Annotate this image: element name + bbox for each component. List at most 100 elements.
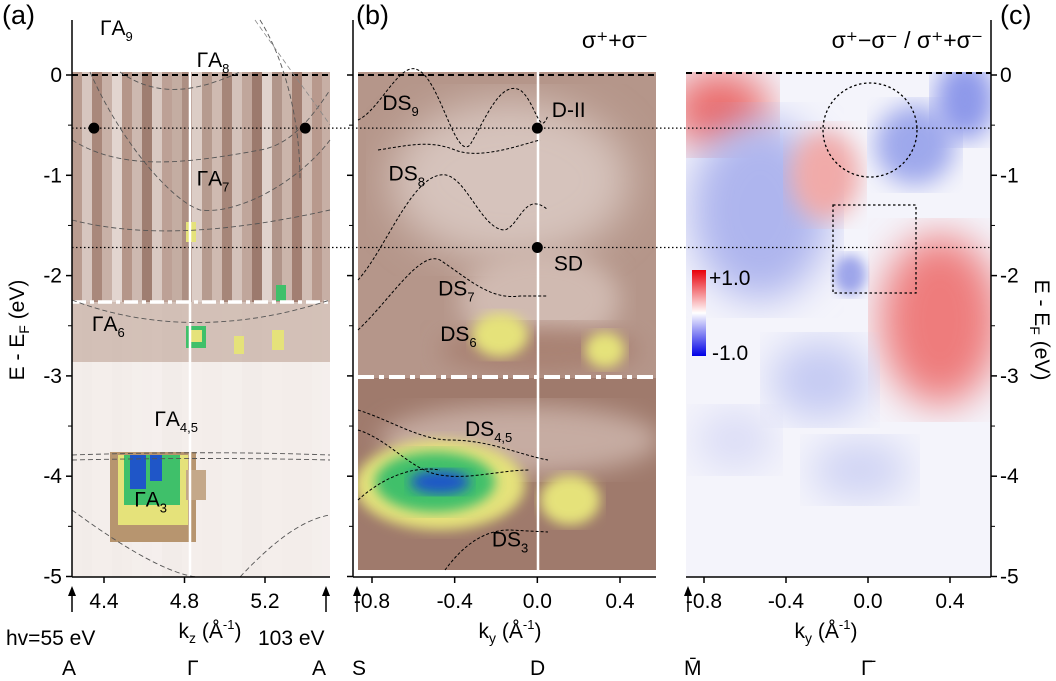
x-tick-label: -0.8	[686, 590, 722, 613]
dashed-band-b	[357, 68, 549, 148]
calc-band-a	[71, 89, 331, 163]
point-label-a: A	[62, 657, 76, 680]
panel-label-b: (b)	[356, 0, 389, 30]
marker-dot	[299, 122, 311, 134]
y-tick-label-a: -4	[43, 465, 62, 488]
y-tick-label-a: -3	[43, 365, 62, 388]
point-label-d: D	[530, 657, 545, 680]
y-tick-label-c: -2	[1000, 265, 1019, 288]
stripe	[102, 72, 112, 302]
stripe	[82, 72, 92, 302]
y-tick-label-a: -2	[43, 265, 62, 288]
arrow-a-left-head	[68, 586, 76, 596]
stripe	[292, 72, 302, 302]
stripe	[232, 72, 242, 302]
band-label: DS3	[492, 528, 528, 555]
stripe	[222, 72, 232, 302]
calc-band-a-top	[254, 19, 331, 126]
photon-start-label: hv=55 eV	[6, 627, 95, 650]
x-axis-label-c: ky (Å-1)	[795, 617, 858, 646]
stripe	[122, 72, 132, 302]
x-tick-label: 0.4	[605, 590, 635, 613]
arrow-b-left-head	[353, 586, 361, 596]
stripe	[212, 72, 222, 302]
panel-label-a: (a)	[2, 0, 35, 30]
band-label: DS6	[440, 323, 476, 350]
band-label: DS4,5	[465, 418, 512, 445]
y-tick-label-c: -5	[1000, 566, 1019, 589]
y-axis-label-a: E - EF (eV)	[6, 280, 32, 381]
calc-band-a	[259, 19, 301, 181]
x-tick-label: 4.8	[170, 590, 199, 613]
band-label: ΓA3	[134, 488, 167, 515]
stripe	[112, 72, 122, 302]
calc-band-a	[71, 452, 331, 456]
stripe	[282, 72, 292, 302]
band-label: ΓA8	[197, 49, 230, 76]
stripe	[242, 72, 252, 302]
dashed-band-b	[357, 468, 441, 501]
point-label-gammabar: Γ̄	[861, 657, 876, 680]
overlays: ΓA9 ΓA8 ΓA7 ΓA6 ΓA4,5 ΓA3 DS9 DS8 DS7 DS6 DS4,5 DS3…	[71, 17, 991, 578]
band-label: ΓA6	[92, 313, 125, 340]
x-tick-label: -0.4	[768, 590, 805, 613]
band-label: DS8	[389, 162, 425, 189]
panel-label-c: (c)	[1000, 0, 1031, 30]
highlight-square	[832, 204, 917, 294]
dashed-band-b	[357, 409, 549, 461]
dashed-band-b	[357, 429, 531, 477]
stripe	[322, 72, 330, 302]
stripe	[312, 72, 322, 302]
x-tick-label: 0.0	[853, 590, 882, 613]
y-tick-label-a: -1	[43, 164, 62, 187]
stripe	[272, 72, 282, 302]
stripe	[302, 72, 312, 302]
marker-dot	[531, 242, 543, 254]
point-label-gamma: Γ	[187, 657, 199, 680]
stripe	[172, 72, 182, 302]
dashed-band-b	[357, 174, 549, 281]
stripe	[152, 72, 162, 302]
arrow-a-right-head	[322, 586, 330, 596]
colorbar-max-label: +1.0	[709, 267, 750, 290]
stripe	[142, 72, 152, 302]
arrow-c-left-head	[684, 586, 692, 596]
dashed-band-b	[377, 139, 541, 154]
panel-c-heatmap	[686, 72, 991, 577]
x-tick-label: 0.4	[935, 590, 965, 613]
y-tick-label-a: -5	[43, 566, 62, 589]
x-tick-label: 4.4	[89, 590, 119, 613]
calc-band-a	[71, 458, 331, 461]
marker-dot	[88, 122, 100, 134]
y-tick-label-a: 0	[50, 64, 62, 87]
x-tick-label: 0.0	[523, 590, 552, 613]
marker-dot	[531, 122, 543, 134]
calc-band-a	[71, 509, 201, 578]
point-label-a2: A	[312, 657, 326, 680]
band-label: DS9	[382, 92, 418, 119]
y-axis-label-c: E - EF (eV)	[1027, 280, 1053, 381]
x-tick-label: -0.8	[354, 590, 390, 613]
panel-a-heatmap	[72, 72, 330, 577]
x-axis-label-a: kz (Å-1)	[179, 617, 242, 646]
y-tick-label-c: -3	[1000, 365, 1019, 388]
stripe	[192, 72, 202, 302]
calc-band-a	[89, 71, 331, 211]
colorbar	[692, 270, 706, 356]
calc-band-a	[239, 514, 331, 578]
calc-band-a	[71, 299, 331, 323]
band-label: ΓA9	[100, 17, 133, 44]
x-tick-label: -0.4	[437, 590, 474, 613]
y-tick-label-c: 0	[1000, 64, 1012, 87]
band-label: ΓA7	[197, 167, 230, 194]
stripe	[262, 72, 272, 302]
band-label: D-II	[552, 99, 586, 122]
calc-band-a	[71, 209, 331, 232]
x-axis-label-b: ky (Å-1)	[479, 617, 542, 646]
stripe	[182, 72, 192, 302]
band-label: DS7	[438, 278, 474, 305]
x-tick-label: 5.2	[250, 590, 279, 613]
dashed-band-b	[357, 258, 548, 331]
stripe	[72, 72, 82, 302]
